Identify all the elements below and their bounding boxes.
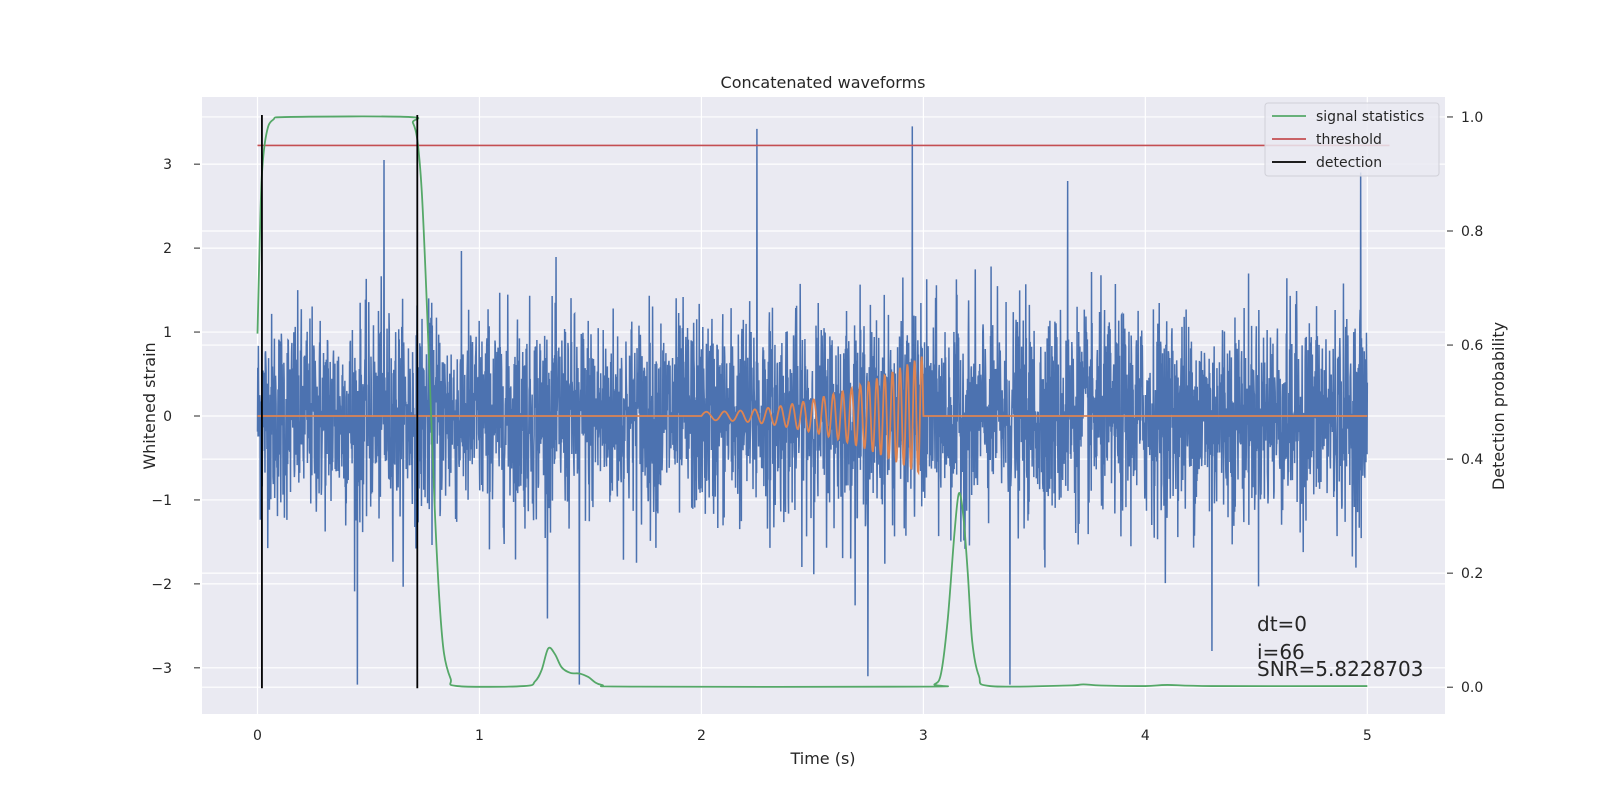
y-tick-label: 2 — [163, 241, 172, 257]
legend-box — [1264, 102, 1440, 177]
legend-label-threshold: threshold — [1316, 132, 1382, 148]
tick-layer: 0 1 2 3 4 5 −3 −2 −1 0 1 2 3 0.0 0.2 0.4 0.6 0.8 1.0 — [151, 110, 1483, 744]
noise-strain-line — [256, 126, 1369, 685]
y-tick-label: −1 — [151, 493, 172, 509]
template-waveform-line — [257, 356, 1368, 476]
y2-tick-label: 0.4 — [1461, 452, 1483, 468]
x-tick-label: 0 — [253, 728, 262, 744]
legend-label-signal-statistics: signal statistics — [1316, 109, 1424, 125]
y-tick-label: 0 — [163, 409, 172, 425]
detection-layer — [261, 114, 419, 689]
y-tick-label: 1 — [163, 325, 172, 341]
y-tick-label: −2 — [151, 577, 172, 593]
y2-tick-label: 1.0 — [1461, 110, 1483, 126]
y2-axis-label: Detection probability — [1489, 322, 1508, 490]
signal-statistics-layer — [256, 115, 1368, 688]
y2-tick-label: 0.0 — [1461, 680, 1483, 696]
y2-tick-label: 0.8 — [1461, 224, 1483, 240]
y2-tick-label: 0.2 — [1461, 566, 1483, 582]
annotation-i: i=66 — [1257, 640, 1305, 664]
legend-label-detection: detection — [1316, 155, 1382, 171]
legend: signal statistics threshold detection — [1264, 102, 1440, 177]
x-tick-label: 2 — [697, 728, 706, 744]
chart-title: Concatenated waveforms — [721, 73, 926, 92]
y-tick-label: 3 — [163, 157, 172, 173]
y-tick-label: −3 — [151, 661, 172, 677]
signal-statistics-line — [256, 115, 1368, 688]
y2-tick-label: 0.6 — [1461, 338, 1483, 354]
x-tick-label: 4 — [1141, 728, 1150, 744]
template-layer — [257, 356, 1368, 476]
annotation-snr: SNR=5.8228703 — [1257, 657, 1423, 681]
annotation-dt: dt=0 — [1257, 612, 1307, 636]
x-axis-label: Time (s) — [789, 749, 855, 768]
noise-layer — [256, 126, 1369, 685]
x-tick-label: 5 — [1363, 728, 1372, 744]
y-axis-label: Whitened strain — [140, 342, 159, 469]
x-tick-label: 1 — [475, 728, 484, 744]
x-tick-label: 3 — [919, 728, 928, 744]
